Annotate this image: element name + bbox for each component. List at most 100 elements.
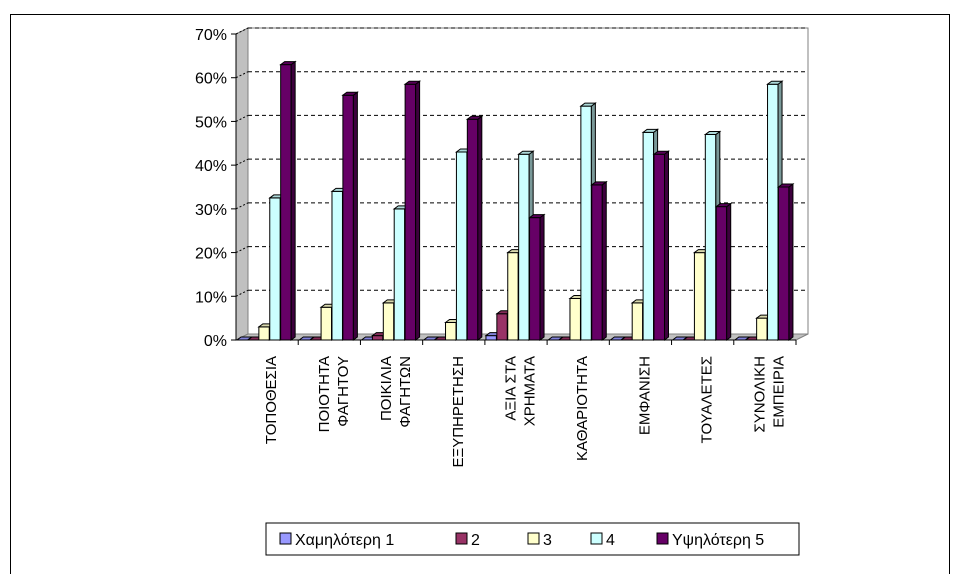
bar-top — [279, 61, 297, 66]
category-label: ΑΞΙΑ ΣΤΑ — [503, 356, 520, 421]
bar — [714, 202, 733, 341]
bar-front — [756, 317, 768, 341]
bar-front — [715, 206, 728, 341]
bar-front — [704, 134, 717, 341]
bar — [652, 150, 670, 341]
chart-frame — [10, 14, 950, 574]
legend-swatch — [455, 532, 468, 545]
bar-side — [415, 80, 421, 341]
bar-side — [477, 115, 483, 341]
legend-label: Χαμηλότερη 1 — [295, 532, 394, 549]
y-tick-label: 30% — [195, 202, 227, 219]
bar-front — [269, 197, 281, 341]
bar-front — [466, 118, 479, 341]
bar-front — [371, 335, 384, 341]
y-tick-label: 0% — [204, 333, 227, 350]
bar-top — [590, 181, 608, 186]
category-label: ΦΑΓΗΤΟΥ — [335, 356, 352, 427]
legend-label: 3 — [543, 532, 552, 549]
legend-label: 4 — [606, 532, 615, 549]
bar-side — [726, 202, 732, 341]
legend: Χαμηλότερη 1 2 3 4 Υψηλότερη 5 — [265, 522, 800, 556]
bar-front — [518, 153, 530, 341]
legend-label: Υψηλότερη 5 — [672, 532, 764, 549]
bar-side — [539, 213, 545, 341]
bar-front — [382, 302, 395, 341]
legend-swatch — [527, 532, 540, 545]
bar — [279, 60, 297, 341]
y-axis-ticks: 0% 10% 20% 30% 40% 50% 60% 70% — [195, 27, 227, 350]
bar-front — [653, 153, 665, 341]
bar-top — [703, 131, 722, 136]
bar-side — [352, 91, 358, 341]
bar-front — [631, 302, 644, 341]
bar-front — [331, 190, 343, 341]
bar-top — [465, 115, 484, 120]
bar-top — [528, 214, 546, 219]
side-wall — [235, 27, 249, 341]
bar-side — [788, 183, 794, 341]
bar-front — [529, 217, 541, 341]
bar-front — [280, 64, 292, 341]
category-label: ΕΜΦΑΝΙΣΗ — [636, 356, 653, 435]
bar-side — [290, 60, 296, 341]
bar-top — [517, 150, 535, 155]
category-label: ΦΑΓΗΤΩΝ — [397, 356, 414, 428]
bar-top — [766, 80, 784, 85]
bar-front — [485, 335, 497, 341]
bar-front — [404, 83, 417, 341]
bar-top — [641, 128, 660, 133]
bar-front — [258, 326, 270, 341]
bar-front — [591, 184, 603, 341]
y-tick-label: 10% — [195, 289, 227, 306]
bar — [465, 115, 484, 341]
bar — [590, 180, 608, 341]
bar — [403, 80, 422, 341]
bar-front — [393, 208, 406, 341]
bars — [235, 60, 795, 341]
bar — [776, 183, 795, 341]
bar-top — [341, 91, 359, 96]
bar — [528, 213, 546, 341]
category-label: ΤΟΥΑΛΕΤΕΣ — [699, 356, 716, 443]
legend-label: 2 — [471, 532, 480, 549]
bar-front — [777, 186, 790, 341]
y-tick-label: 50% — [195, 114, 227, 131]
bar-front — [693, 252, 706, 341]
bar-top — [579, 102, 597, 107]
bar-side — [663, 150, 669, 341]
category-label: ΠΟΙΟΤΗΤΑ — [316, 356, 333, 432]
bar-front — [580, 105, 592, 341]
category-label: ΚΑΘΑΡΙΟΤΗΤΑ — [574, 356, 591, 461]
bar-front — [445, 322, 457, 341]
bar-front — [455, 151, 468, 341]
y-tick-label: 40% — [195, 158, 227, 175]
bar-front — [496, 313, 508, 341]
category-label: ΤΟΠΟΘΕΣΙΑ — [263, 356, 280, 444]
category-label: ΕΞΥΠΗΡΕΤΗΣΗ — [450, 356, 467, 468]
bar-top — [714, 203, 733, 208]
bar-front — [320, 306, 333, 341]
y-tick-label: 70% — [195, 27, 227, 44]
y-tick-label: 60% — [195, 71, 227, 88]
bar-front — [767, 83, 779, 341]
bar-front — [342, 94, 354, 341]
legend-swatch — [656, 532, 669, 545]
bar-front — [569, 297, 581, 341]
bar-front — [642, 131, 655, 341]
category-label: ΠΟΙΚΙΛΙΑ — [378, 356, 395, 421]
bar-top — [776, 183, 795, 188]
bar — [341, 91, 359, 341]
category-labels: ΤΟΠΟΘΕΣΙΑ ΠΟΙΟΤΗΤΑ ΦΑΓΗΤΟΥ ΠΟΙΚΙΛΙΑ ΦΑΓΗΤΩΝ Ε… — [263, 356, 787, 468]
legend-swatch — [279, 532, 292, 545]
legend-swatch — [590, 532, 603, 545]
bar-front — [507, 252, 519, 341]
bar-top — [652, 150, 670, 155]
y-tick-label: 20% — [195, 246, 227, 263]
category-label: ΣΥΝΟΛΙΚΗ — [751, 356, 768, 433]
category-label: ΕΜΠΕΙΡΙΑ — [770, 356, 787, 428]
bar-side — [601, 180, 607, 341]
bar-top — [403, 80, 422, 85]
category-label: ΧΡΗΜΑΤΑ — [522, 356, 539, 426]
